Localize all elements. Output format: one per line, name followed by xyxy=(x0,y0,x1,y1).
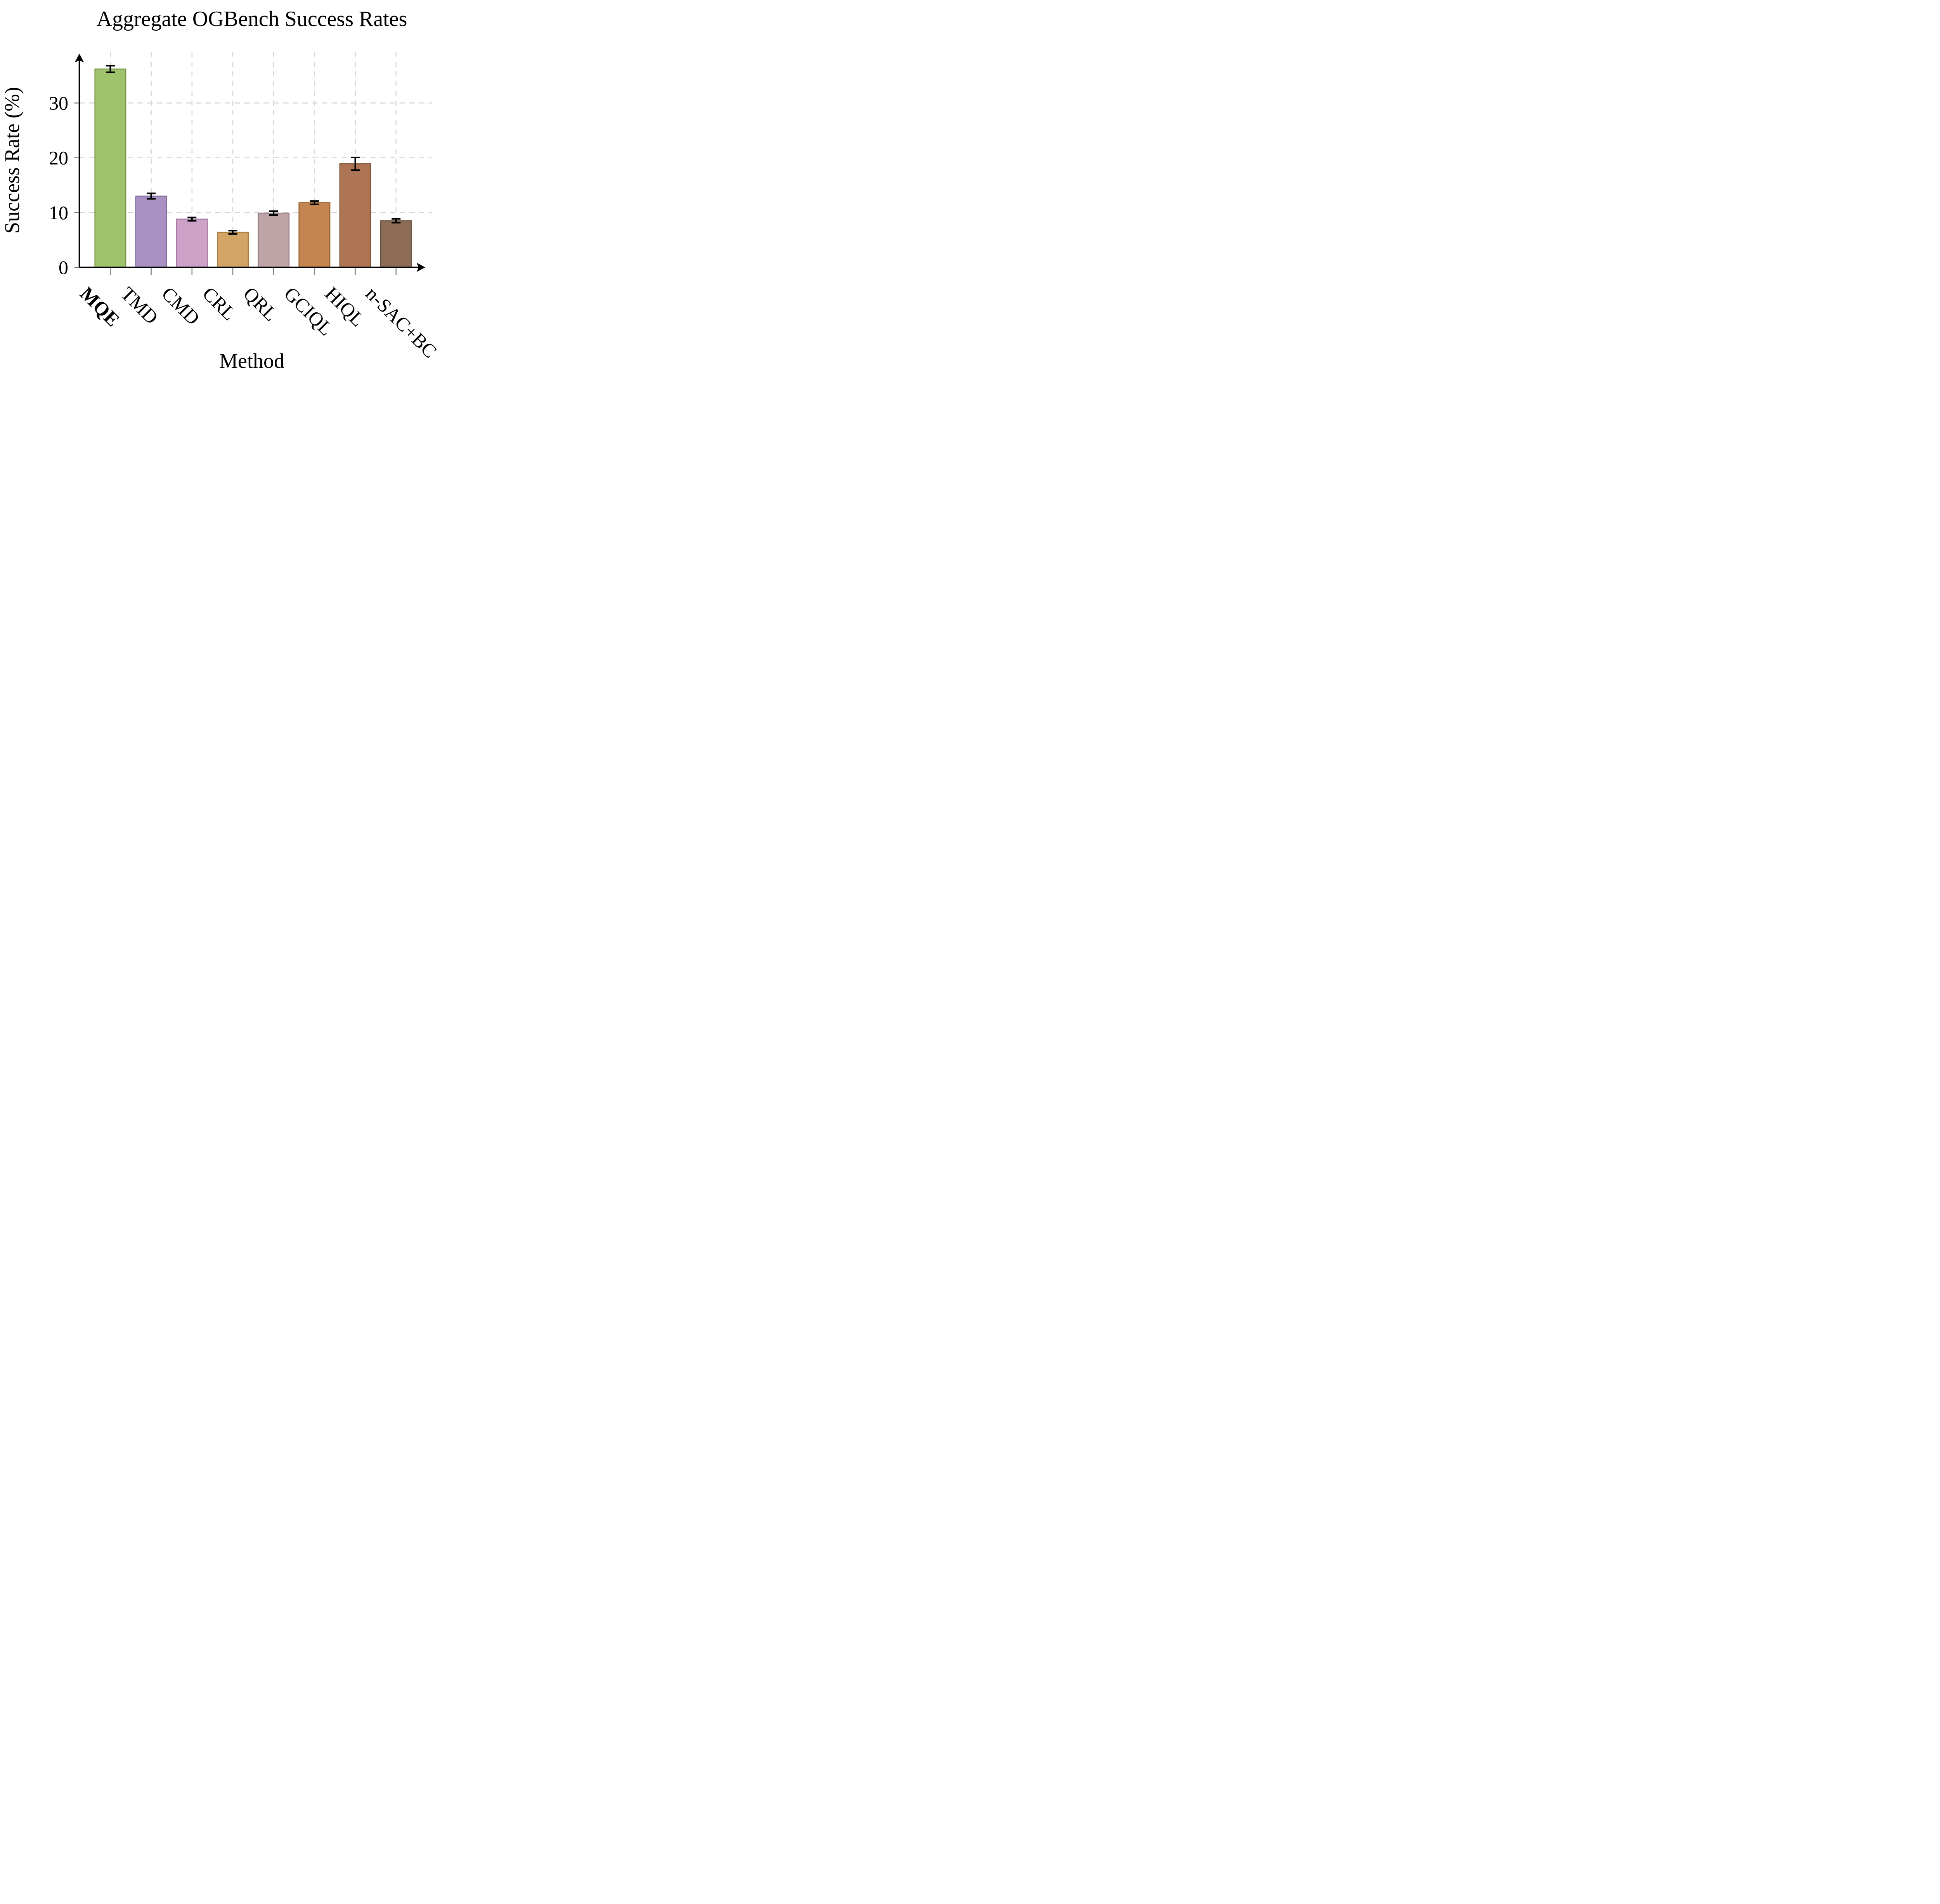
x-tick-label-QRL: QRL xyxy=(239,282,282,325)
y-tick-label-0: 0 xyxy=(59,256,68,278)
error-bars-layer xyxy=(106,65,401,235)
chart-title: Aggregate OGBench Success Rates xyxy=(97,7,407,31)
y-axis-arrow-icon xyxy=(74,54,84,62)
x-axis-label: Method xyxy=(219,349,284,372)
bar-GCIQL xyxy=(298,202,331,268)
chart-canvas: 0102030MQETMDCMDCRLQRLGCIQLHIQLn-SAC+BC … xyxy=(0,7,441,372)
y-axis-label: Success Rate (%) xyxy=(0,87,24,234)
bar-TMD xyxy=(135,196,167,268)
bar-HIQL xyxy=(339,163,371,268)
gridlines-layer xyxy=(79,52,432,267)
bar-MQE xyxy=(94,68,126,268)
x-tick-label-MQE: MQE xyxy=(76,282,124,331)
axes xyxy=(74,54,425,272)
bar-CMD xyxy=(176,218,208,268)
x-tick-label-CRL: CRL xyxy=(198,282,240,324)
y-tick-label-30: 30 xyxy=(49,92,68,114)
bar-chart-figure: 0 10 20 30 MQE TMD CMD CRL QRL GCIQL HIQL n-SAC+BC … xyxy=(0,0,459,381)
x-tick-label-TMD: TMD xyxy=(117,282,163,328)
x-tick-label-n-SAC+BC: n-SAC+BC xyxy=(362,282,441,362)
bar-n-SAC+BC xyxy=(380,220,412,268)
bar-CRL xyxy=(217,232,249,268)
x-tick-label-CMD: CMD xyxy=(158,282,204,329)
ticks-layer xyxy=(74,102,397,275)
y-tick-label-20: 20 xyxy=(49,147,68,169)
bars-layer xyxy=(94,68,412,268)
bar-QRL xyxy=(258,212,290,268)
y-tick-label-10: 10 xyxy=(49,202,68,223)
x-axis-arrow-icon xyxy=(416,263,425,272)
